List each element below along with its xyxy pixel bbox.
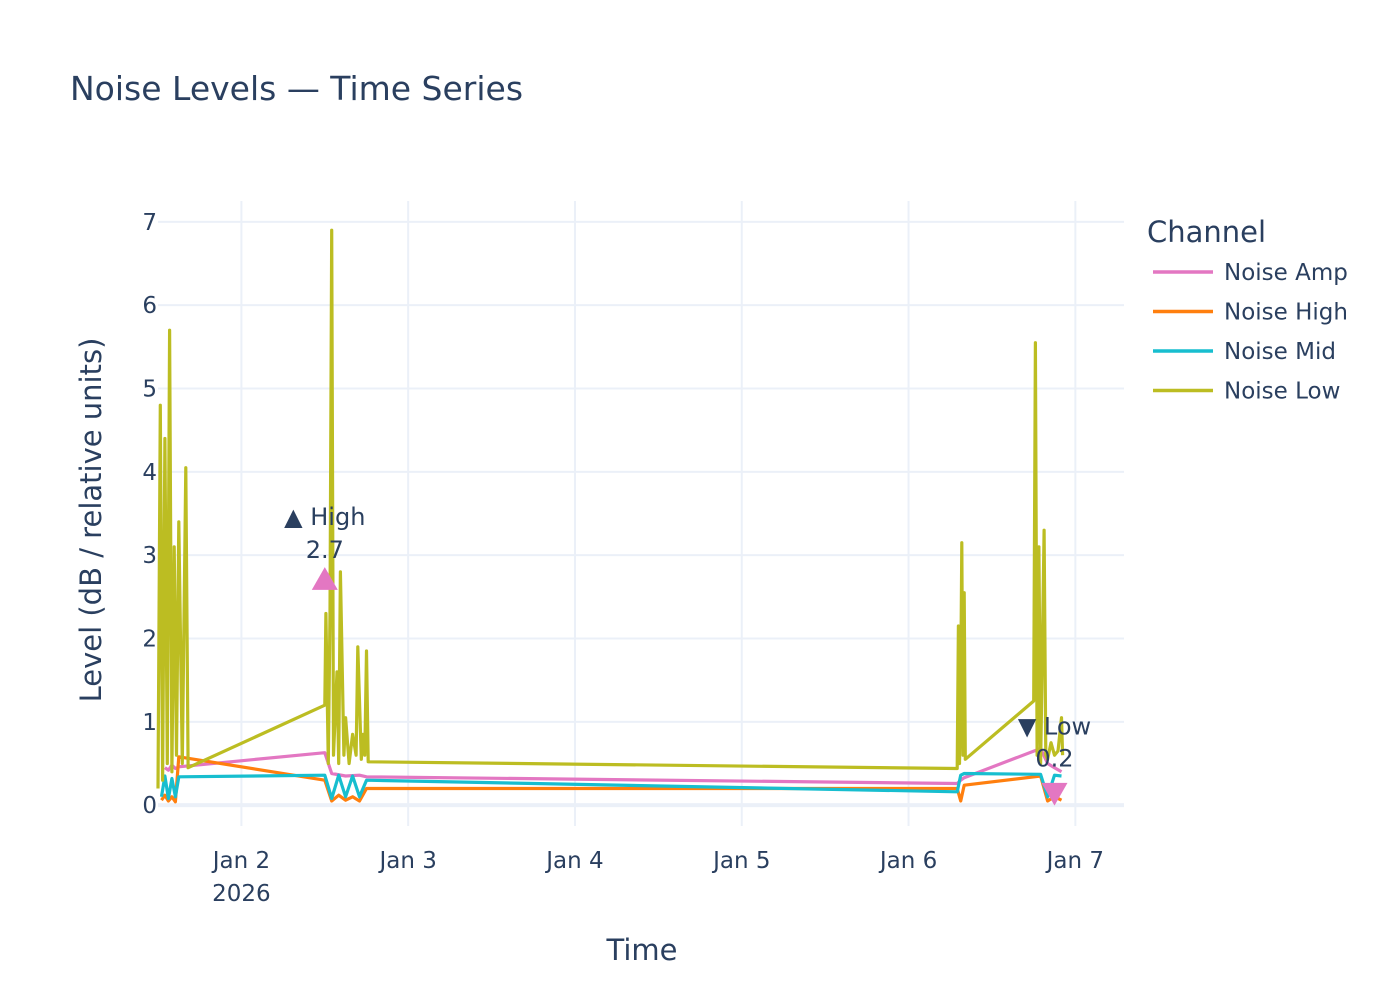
y-axis-title: Level (dB / relative units) (74, 338, 108, 703)
legend-label-noise-mid: Noise Mid (1224, 339, 1336, 365)
annotation-marker-low (1041, 782, 1068, 806)
annotation-marker-high (311, 567, 338, 590)
annotation-label-low: ▼ Low (1018, 713, 1091, 741)
y-tick-label: 3 (142, 543, 157, 569)
legend-label-noise-amp: Noise Amp (1224, 260, 1348, 286)
x-tick-sublabel: 2026 (212, 881, 271, 907)
legend-items: Noise Amp Noise High Noise Mid Noise Low (1153, 260, 1348, 405)
series-lines (156, 228, 1065, 804)
x-tick-label: Jan 5 (711, 848, 770, 874)
legend-label-noise-high: Noise High (1224, 300, 1348, 326)
y-tick-label: 1 (142, 710, 157, 736)
x-axis-ticks: Jan 2 2026 Jan 3 Jan 4 Jan 5 Jan 6 Jan 7 (211, 848, 1104, 907)
y-tick-label: 4 (142, 460, 157, 486)
x-axis-title: Time (606, 933, 678, 967)
legend-label-noise-low: Noise Low (1224, 379, 1340, 405)
annotation-value-low: 0.2 (1035, 745, 1073, 773)
x-tick-label: Jan 2 (211, 848, 270, 874)
series-line-noise-low (156, 228, 1065, 789)
annotation-value-high: 2.7 (306, 536, 344, 564)
legend-title: Channel (1147, 215, 1266, 249)
y-axis-ticks: 0 1 2 3 4 5 6 7 (142, 210, 157, 819)
x-tick-label: Jan 7 (1045, 848, 1104, 874)
y-tick-label: 5 (142, 377, 157, 403)
grid (158, 201, 1124, 826)
annotation-label-high: ▲ High (284, 503, 365, 531)
y-tick-label: 0 (142, 793, 157, 819)
x-tick-label: Jan 3 (377, 848, 436, 874)
x-tick-label: Jan 4 (544, 848, 603, 874)
y-tick-label: 6 (142, 293, 157, 319)
x-tick-label: Jan 6 (878, 848, 937, 874)
chart-title: Noise Levels — Time Series (70, 69, 523, 108)
series-line-noise-amp (163, 746, 1063, 786)
annotations: ▲ High 2.7 ▼ Low 0.2 (284, 503, 1091, 806)
series-line-noise-mid (159, 771, 1062, 801)
y-tick-label: 7 (142, 210, 157, 236)
series-line-noise-high (160, 755, 1063, 804)
y-tick-label: 2 (142, 627, 157, 653)
